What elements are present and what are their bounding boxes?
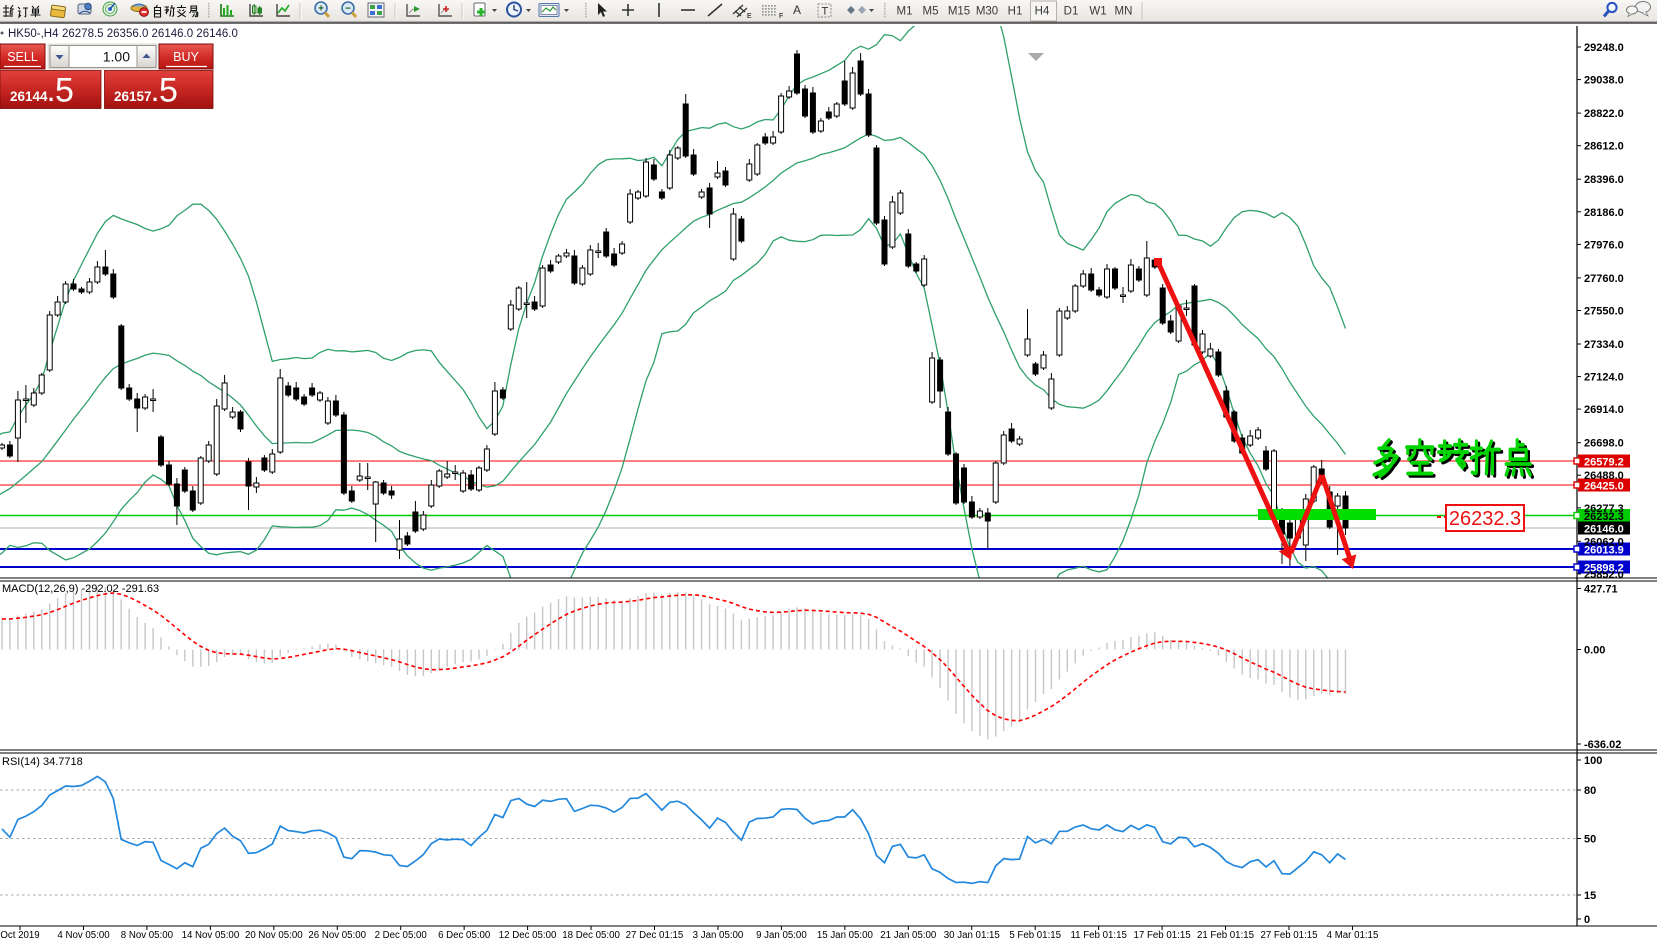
svg-text:27 Feb 01:15: 27 Feb 01:15 — [1260, 930, 1317, 941]
svg-text:2 Dec 05:00: 2 Dec 05:00 — [375, 930, 428, 941]
svg-text:28396.0: 28396.0 — [1584, 174, 1624, 186]
svg-text:20 Nov 05:00: 20 Nov 05:00 — [245, 930, 303, 941]
svg-text:25898.2: 25898.2 — [1584, 563, 1624, 575]
svg-text:H4: H4 — [1035, 6, 1050, 18]
svg-text:D1: D1 — [1064, 6, 1079, 18]
svg-text:427.71: 427.71 — [1584, 584, 1618, 596]
svg-text:29038.0: 29038.0 — [1584, 75, 1624, 87]
svg-text:17 Feb 01:15: 17 Feb 01:15 — [1134, 930, 1191, 941]
svg-text:6 Dec 05:00: 6 Dec 05:00 — [438, 930, 491, 941]
svg-text:+: + — [318, 4, 324, 15]
svg-text:T: T — [822, 6, 829, 18]
svg-text:HK50-,H4: HK50-,H4 — [8, 28, 59, 40]
svg-text:RSI(14) 34.7718: RSI(14) 34.7718 — [2, 756, 83, 768]
svg-text:26488.0: 26488.0 — [1584, 470, 1624, 482]
svg-text:M30: M30 — [976, 6, 998, 18]
svg-text:.: . — [48, 81, 54, 106]
svg-text:11 Feb 01:15: 11 Feb 01:15 — [1071, 930, 1127, 941]
svg-text:.: . — [152, 81, 158, 106]
svg-text:3 Jan 05:00: 3 Jan 05:00 — [693, 930, 744, 941]
svg-text:Oct 2019: Oct 2019 — [0, 930, 39, 941]
svg-text:27550.0: 27550.0 — [1584, 306, 1624, 318]
svg-text:1.00: 1.00 — [103, 49, 130, 65]
svg-text:26579.2: 26579.2 — [1584, 457, 1624, 469]
svg-text:M1: M1 — [897, 6, 913, 18]
svg-text:F: F — [779, 13, 783, 20]
svg-text:5 Feb 01:15: 5 Feb 01:15 — [1009, 930, 1061, 941]
svg-text:26914.0: 26914.0 — [1584, 404, 1624, 416]
svg-text:M15: M15 — [948, 6, 970, 18]
svg-text:E: E — [747, 13, 752, 20]
svg-text:−: − — [345, 4, 351, 15]
svg-text:0.00: 0.00 — [1584, 645, 1605, 657]
svg-text:27334.0: 27334.0 — [1584, 339, 1624, 351]
svg-text:15 Jan 05:00: 15 Jan 05:00 — [817, 930, 874, 941]
svg-text:50: 50 — [1584, 834, 1596, 846]
svg-text:5: 5 — [159, 72, 178, 110]
svg-text:27976.0: 27976.0 — [1584, 239, 1624, 251]
svg-text:27124.0: 27124.0 — [1584, 372, 1624, 384]
svg-text:A: A — [793, 3, 801, 17]
svg-text:26425.0: 26425.0 — [1584, 481, 1624, 493]
svg-text:21 Jan 05:00: 21 Jan 05:00 — [880, 930, 937, 941]
svg-text:H1: H1 — [1008, 6, 1023, 18]
svg-text:MN: MN — [1115, 6, 1133, 18]
svg-text:18 Dec 05:00: 18 Dec 05:00 — [562, 930, 620, 941]
svg-text:W1: W1 — [1089, 6, 1106, 18]
svg-text:28822.0: 28822.0 — [1584, 108, 1624, 120]
svg-text:14 Nov 05:00: 14 Nov 05:00 — [182, 930, 240, 941]
svg-text:15: 15 — [1584, 890, 1596, 902]
svg-text:M5: M5 — [923, 6, 939, 18]
svg-text:21 Feb 01:15: 21 Feb 01:15 — [1197, 930, 1254, 941]
svg-text:27 Dec 01:15: 27 Dec 01:15 — [626, 930, 684, 941]
svg-text:26144: 26144 — [10, 89, 48, 104]
svg-text:26157: 26157 — [114, 89, 152, 104]
svg-text:27760.0: 27760.0 — [1584, 273, 1624, 285]
svg-text:4 Mar 01:15: 4 Mar 01:15 — [1327, 930, 1379, 941]
svg-text:BUY: BUY — [173, 50, 199, 64]
svg-text:30 Jan 01:15: 30 Jan 01:15 — [944, 930, 1000, 941]
svg-text:28186.0: 28186.0 — [1584, 207, 1624, 219]
svg-text:29248.0: 29248.0 — [1584, 42, 1624, 54]
svg-text:5: 5 — [55, 72, 74, 110]
svg-text:MACD(12,26,9) -292.02 -291.63: MACD(12,26,9) -292.02 -291.63 — [2, 583, 159, 595]
svg-text:26232.3: 26232.3 — [1584, 511, 1624, 523]
svg-text:25852.0: 25852.0 — [1584, 569, 1624, 581]
svg-text:26698.0: 26698.0 — [1584, 438, 1624, 450]
svg-text:26232.3: 26232.3 — [1449, 508, 1521, 530]
svg-text:SELL: SELL — [7, 50, 38, 64]
svg-text:-636.02: -636.02 — [1584, 739, 1621, 751]
svg-text:28612.0: 28612.0 — [1584, 141, 1624, 153]
svg-text:26 Nov 05:00: 26 Nov 05:00 — [308, 930, 366, 941]
svg-text:4 Nov 05:00: 4 Nov 05:00 — [57, 930, 110, 941]
svg-text:9 Jan 05:00: 9 Jan 05:00 — [756, 930, 807, 941]
svg-text:26013.9: 26013.9 — [1584, 545, 1624, 557]
svg-text:26277.3: 26277.3 — [1584, 503, 1624, 515]
svg-text:26278.5 26356.0 26146.0 26146.: 26278.5 26356.0 26146.0 26146.0 — [62, 28, 238, 40]
svg-text:12 Dec 05:00: 12 Dec 05:00 — [499, 930, 557, 941]
svg-text:0: 0 — [1584, 914, 1590, 926]
svg-text:26062.0: 26062.0 — [1584, 536, 1624, 548]
svg-text:100: 100 — [1584, 755, 1602, 767]
svg-text:80: 80 — [1584, 785, 1596, 797]
svg-text:26146.0: 26146.0 — [1584, 524, 1624, 536]
svg-text:8 Nov 05:00: 8 Nov 05:00 — [121, 930, 174, 941]
